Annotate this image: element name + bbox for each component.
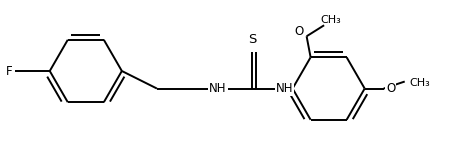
Text: S: S bbox=[248, 34, 256, 46]
Text: NH: NH bbox=[209, 82, 227, 95]
Text: CH₃: CH₃ bbox=[321, 15, 341, 25]
Text: CH₃: CH₃ bbox=[410, 78, 431, 87]
Text: O: O bbox=[386, 82, 395, 95]
Text: O: O bbox=[295, 25, 304, 38]
Text: F: F bbox=[6, 64, 12, 78]
Text: NH: NH bbox=[276, 82, 293, 95]
